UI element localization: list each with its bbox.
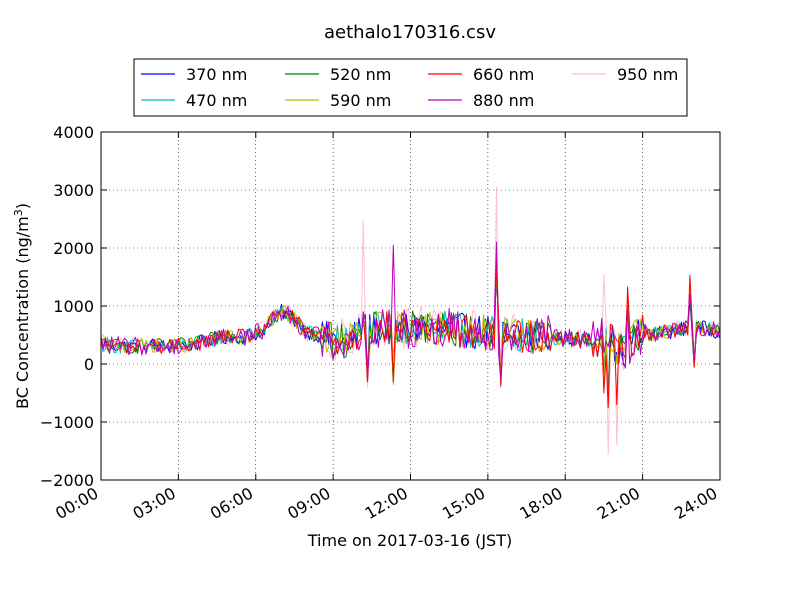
plot-area: [100, 131, 721, 481]
y-tick-label: 2000: [53, 239, 94, 258]
y-axis-label-end: ): [13, 203, 32, 209]
x-tick-label: 09:00: [284, 484, 333, 524]
y-tick-label: −2000: [40, 471, 94, 490]
y-tick-labels: 4000 3000 2000 1000 0 −1000 −2000: [40, 123, 94, 490]
legend-items: 370 nm 470 nm 520 nm 590 nm 660 nm 880 nm 950 …: [141, 65, 678, 110]
legend-label: 520 nm: [330, 65, 391, 84]
series-line: [100, 241, 721, 379]
legend-label: 470 nm: [186, 91, 247, 110]
y-tick-label: 4000: [53, 123, 94, 142]
y-tick-label: −1000: [40, 413, 94, 432]
x-tick-label: 15:00: [439, 484, 488, 524]
series-lines: [100, 186, 721, 455]
x-tick-label: 03:00: [129, 484, 178, 524]
x-tick-label: 24:00: [671, 484, 720, 524]
legend-box: [133, 58, 688, 117]
x-axis-label: Time on 2017-03-16 (JST): [307, 531, 512, 550]
legend: 370 nm 470 nm 520 nm 590 nm 660 nm 880 nm 950 …: [133, 58, 688, 117]
y-tick-label: 3000: [53, 181, 94, 200]
y-axis-label: BC Concentration (ng/m3): [12, 203, 33, 409]
x-tick-label: 18:00: [516, 484, 565, 524]
x-tick-labels: 00:00 03:00 06:00 09:00 12:00 15:00 18:00 21:00…: [52, 484, 720, 524]
legend-item: 660 nm: [428, 65, 534, 84]
legend-label: 950 nm: [617, 65, 678, 84]
y-tick-label: 1000: [53, 297, 94, 316]
legend-item: 470 nm: [141, 91, 247, 110]
legend-item: 950 nm: [572, 65, 678, 84]
x-tick-label: 12:00: [362, 484, 411, 524]
y-axis-label-sup: 3: [12, 209, 25, 216]
legend-label: 660 nm: [473, 65, 534, 84]
legend-item: 880 nm: [428, 91, 534, 110]
chart-title: aethalo170316.csv: [324, 22, 496, 43]
ticks: [100, 131, 721, 481]
y-tick-label: 0: [84, 355, 94, 374]
series-line: [100, 259, 721, 408]
legend-item: 590 nm: [285, 91, 391, 110]
x-tick-label: 21:00: [594, 484, 643, 524]
y-axis-label-main: BC Concentration (ng/m: [13, 216, 32, 409]
legend-item: 370 nm: [141, 65, 247, 84]
legend-label: 590 nm: [330, 91, 391, 110]
x-tick-label: 06:00: [207, 484, 256, 524]
legend-label: 880 nm: [473, 91, 534, 110]
legend-item: 520 nm: [285, 65, 391, 84]
legend-label: 370 nm: [186, 65, 247, 84]
